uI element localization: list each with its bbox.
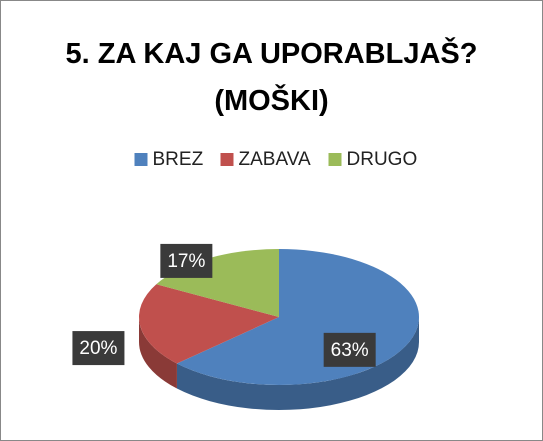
data-label: 17% bbox=[167, 251, 205, 272]
data-label: 20% bbox=[79, 338, 117, 359]
legend-label: DRUGO bbox=[347, 149, 418, 170]
legend-label: BREZ bbox=[153, 149, 204, 170]
pie-slice bbox=[139, 284, 279, 364]
data-label-box bbox=[323, 332, 376, 367]
legend-label: ZABAVA bbox=[239, 149, 311, 170]
pie-side bbox=[139, 317, 177, 389]
data-label-box bbox=[160, 243, 213, 278]
chart-title: 5. ZA KAJ GA UPORABLJAŠ? (MOŠKI) bbox=[65, 38, 478, 117]
pie-side bbox=[176, 317, 419, 410]
legend-swatch bbox=[134, 153, 148, 166]
legend-swatch bbox=[328, 153, 342, 166]
legend-swatch bbox=[220, 153, 234, 166]
data-label-box bbox=[72, 331, 125, 366]
data-label: 63% bbox=[331, 340, 369, 361]
